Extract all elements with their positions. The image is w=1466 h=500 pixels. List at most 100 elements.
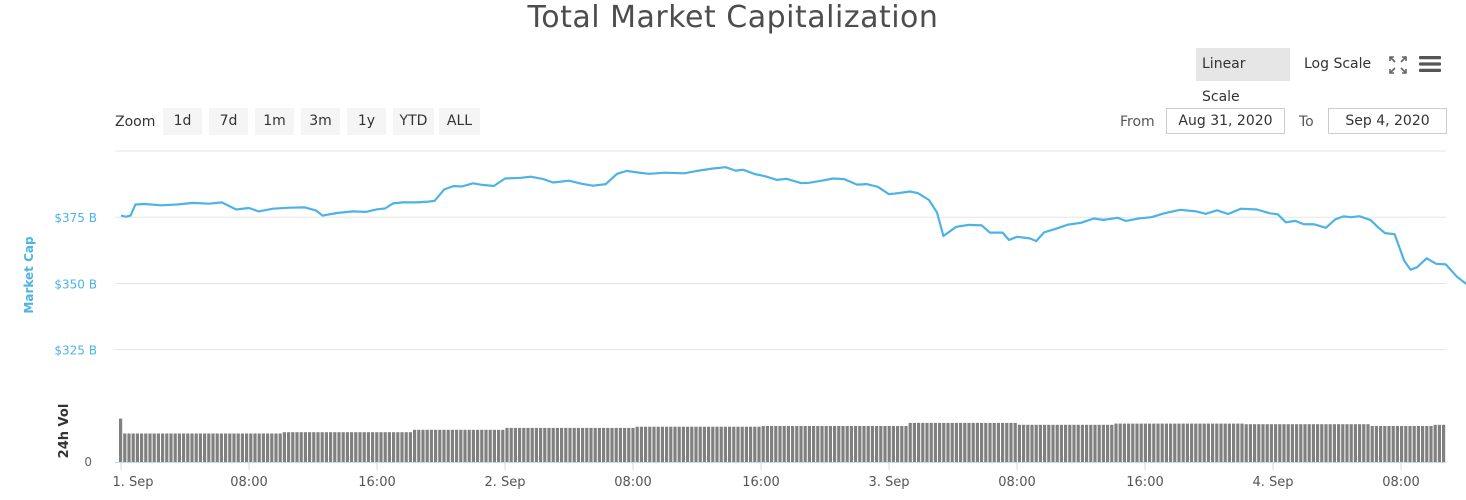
volume-bar xyxy=(1437,424,1441,462)
volume-zero-label: 0 xyxy=(84,455,92,469)
volume-bar xyxy=(740,426,744,462)
volume-bar xyxy=(803,426,807,462)
volume-bar xyxy=(152,433,156,462)
volume-bar xyxy=(362,432,366,462)
volume-bar xyxy=(795,426,799,462)
volume-bar xyxy=(887,426,891,462)
volume-bar xyxy=(1017,424,1021,462)
volume-bar xyxy=(434,429,438,462)
volume-bar xyxy=(371,432,375,462)
volume-bar xyxy=(639,426,643,462)
volume-bar xyxy=(1206,423,1210,462)
volume-bar xyxy=(1194,423,1198,462)
volume-bar xyxy=(1345,424,1349,462)
zoom-ytd-button[interactable]: YTD xyxy=(393,108,434,135)
volume-bar xyxy=(593,427,597,462)
volume-bar xyxy=(631,427,635,462)
log-scale-button[interactable]: Log Scale xyxy=(1304,56,1372,72)
volume-bar xyxy=(1202,423,1206,462)
volume-bar xyxy=(942,422,946,462)
volume-bar xyxy=(404,432,408,462)
zoom-1y-button[interactable]: 1y xyxy=(347,108,386,135)
volume-bar xyxy=(1274,424,1278,462)
volume-bar xyxy=(1337,424,1341,462)
volume-bar xyxy=(144,433,148,462)
volume-bar xyxy=(912,422,916,462)
volume-bar xyxy=(1211,423,1215,462)
volume-bar xyxy=(1433,424,1437,462)
volume-bar xyxy=(1244,424,1248,462)
fullscreen-icon[interactable] xyxy=(1388,55,1408,75)
x-tick-label: 16:00 xyxy=(742,475,779,490)
hamburger-menu-icon[interactable] xyxy=(1418,54,1442,74)
volume-bar xyxy=(438,429,442,462)
volume-bar xyxy=(463,429,467,462)
volume-bar xyxy=(1429,426,1433,462)
volume-bar xyxy=(1181,423,1185,462)
zoom-7d-button[interactable]: 7d xyxy=(209,108,248,135)
volume-bar xyxy=(1059,424,1063,462)
volume-bar xyxy=(1299,424,1303,462)
x-tick-label: 08:00 xyxy=(230,475,267,490)
volume-bar xyxy=(635,426,639,462)
volume-bar xyxy=(1223,423,1227,462)
volume-bar xyxy=(1093,424,1097,462)
y-tick-label: $375 B xyxy=(54,211,97,225)
x-tick-label: 16:00 xyxy=(1126,475,1163,490)
volume-bar xyxy=(484,429,488,462)
volume-bar xyxy=(1383,426,1387,462)
volume-bar xyxy=(1425,426,1429,462)
volume-bar xyxy=(1303,424,1307,462)
volume-bar xyxy=(782,426,786,462)
zoom-1m-button[interactable]: 1m xyxy=(255,108,294,135)
volume-bar xyxy=(728,426,732,462)
volume-bar xyxy=(753,426,757,462)
volume-bar xyxy=(1164,423,1168,462)
volume-bar xyxy=(354,432,358,462)
zoom-all-button[interactable]: ALL xyxy=(439,108,480,135)
volume-bar xyxy=(1001,422,1005,462)
volume-bar xyxy=(1160,423,1164,462)
volume-bar xyxy=(900,426,904,462)
zoom-1d-button[interactable]: 1d xyxy=(163,108,202,135)
volume-bar xyxy=(1227,423,1231,462)
volume-bar xyxy=(702,426,706,462)
range-to-input[interactable]: Sep 4, 2020 xyxy=(1328,108,1447,134)
volume-bar xyxy=(980,422,984,462)
volume-bar xyxy=(1416,426,1420,462)
volume-bar xyxy=(606,427,610,462)
volume-bar xyxy=(1236,423,1240,462)
volume-bar xyxy=(602,427,606,462)
volume-bar xyxy=(534,427,538,462)
volume-bar xyxy=(299,432,303,462)
volume-bar xyxy=(1362,424,1366,462)
volume-bar xyxy=(1143,423,1147,462)
volume-bar xyxy=(522,427,526,462)
volume-bar xyxy=(413,429,417,462)
volume-bar xyxy=(719,426,723,462)
volume-bar xyxy=(123,433,127,462)
volume-bar xyxy=(190,433,194,462)
zoom-3m-button[interactable]: 3m xyxy=(301,108,340,135)
volume-bar xyxy=(568,427,572,462)
volume-bar xyxy=(581,427,585,462)
volume-bar xyxy=(589,427,593,462)
volume-bar xyxy=(1307,424,1311,462)
volume-bar xyxy=(177,433,181,462)
range-from-label: From xyxy=(1120,114,1155,130)
linear-scale-button[interactable]: Linear Scale xyxy=(1196,48,1290,105)
volume-bar xyxy=(1080,424,1084,462)
volume-bar xyxy=(572,427,576,462)
volume-bar xyxy=(358,432,362,462)
volume-bar xyxy=(1257,424,1261,462)
volume-bar xyxy=(1068,424,1072,462)
volume-bar xyxy=(211,433,215,462)
volume-bar xyxy=(954,422,958,462)
range-from-input[interactable]: Aug 31, 2020 xyxy=(1166,108,1285,134)
volume-bar xyxy=(1114,423,1118,462)
volume-bar xyxy=(925,422,929,462)
volume-bar xyxy=(849,426,853,462)
volume-bar xyxy=(341,432,345,462)
volume-bar xyxy=(870,426,874,462)
